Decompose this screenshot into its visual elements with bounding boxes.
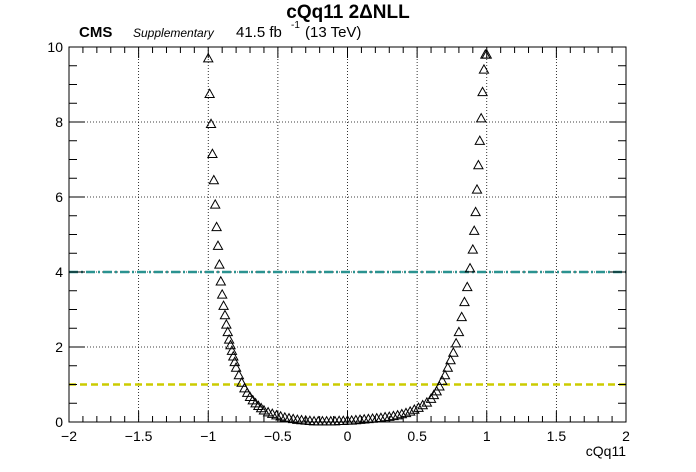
data-point [472,159,484,170]
data-points [202,48,493,426]
data-point [467,243,479,254]
axis-ticks [68,46,627,423]
data-point [478,63,490,74]
data-point [239,382,250,393]
data-point [392,409,404,420]
lumi-energy: (13 TeV) [305,24,361,41]
data-point [481,48,493,59]
data-point [218,300,230,310]
supplementary-label: Supplementary [133,26,215,40]
y-tick-labels: 0 2 4 6 8 10 [47,39,63,430]
y-tick-label: 0 [55,414,63,430]
data-point [258,404,270,415]
x-tick-label: 0.5 [407,428,427,444]
data-point [202,52,214,63]
y-tick-label: 2 [55,339,63,355]
data-point [206,148,218,159]
data-point [227,350,239,361]
x-tick-label: −2 [61,428,77,444]
data-point [456,311,468,322]
data-point [477,86,489,97]
x-tick-label: −1.5 [125,428,153,444]
grid [69,47,626,422]
lumi-value: 41.5 fb [236,24,282,41]
data-point [229,356,241,367]
x-tick-label: 2 [622,428,630,444]
data-point [475,112,487,123]
y-tick-label: 6 [55,189,63,205]
data-point [436,375,448,385]
data-point [396,408,408,419]
data-point [213,258,225,269]
data-point [447,346,459,357]
data-point [442,361,454,372]
data-point [208,174,220,185]
data-point [233,369,245,380]
data-point [388,410,399,421]
x-axis-label: cQq11 [586,443,626,459]
data-point [400,407,412,418]
data-point [417,399,429,410]
data-point [464,262,476,273]
data-point [204,88,216,99]
x-tick-label: −0.5 [264,428,292,444]
x-tick-label: 0 [344,428,352,444]
data-point [450,337,462,348]
data-point [225,339,236,350]
data-point [459,296,470,307]
data-point [215,275,227,286]
y-tick-label: 10 [47,39,63,55]
x-tick-label: −1 [200,428,216,444]
data-point [413,402,424,412]
data-point [230,361,242,372]
data-point [404,405,416,416]
data-point [433,380,445,391]
data-point [216,288,228,299]
data-point [222,326,234,337]
data-point [205,118,217,129]
y-tick-label: 8 [55,114,63,130]
data-point [212,240,224,250]
data-point [220,318,232,329]
reference-lines [69,270,626,386]
experiment-label: CMS [79,24,112,41]
data-point [211,221,223,232]
data-point [468,225,480,235]
x-tick-label: 1.5 [547,428,567,444]
data-point [439,369,451,380]
data-point [219,309,231,320]
y-tick-label: 4 [55,264,63,280]
data-point [474,135,486,145]
data-point [461,281,473,292]
x-tick-labels: −2 −1.5 −1 −0.5 0 0.5 1 1.5 2 [61,428,630,444]
lumi-exponent: -1 [291,20,300,31]
x-tick-label: 1 [483,428,491,444]
chart-title: cQq11 2ΔNLL [286,2,410,23]
data-point [453,326,465,337]
data-point [431,385,443,396]
data-point [471,183,483,194]
data-point [445,354,456,365]
data-point [209,198,221,209]
data-point [408,403,420,414]
data-point [470,206,482,217]
data-point [236,376,248,387]
